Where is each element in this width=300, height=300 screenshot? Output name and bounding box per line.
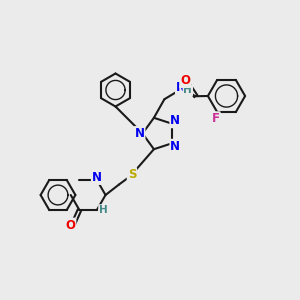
Text: O: O [180, 74, 190, 87]
Text: N: N [176, 81, 186, 94]
Text: N: N [134, 127, 145, 140]
Text: H: H [99, 205, 108, 215]
Text: N: N [170, 140, 180, 153]
Text: N: N [170, 114, 180, 127]
Text: S: S [128, 168, 136, 181]
Text: H: H [183, 85, 192, 95]
Text: O: O [65, 219, 75, 232]
Text: F: F [212, 112, 220, 125]
Text: N: N [92, 171, 102, 184]
